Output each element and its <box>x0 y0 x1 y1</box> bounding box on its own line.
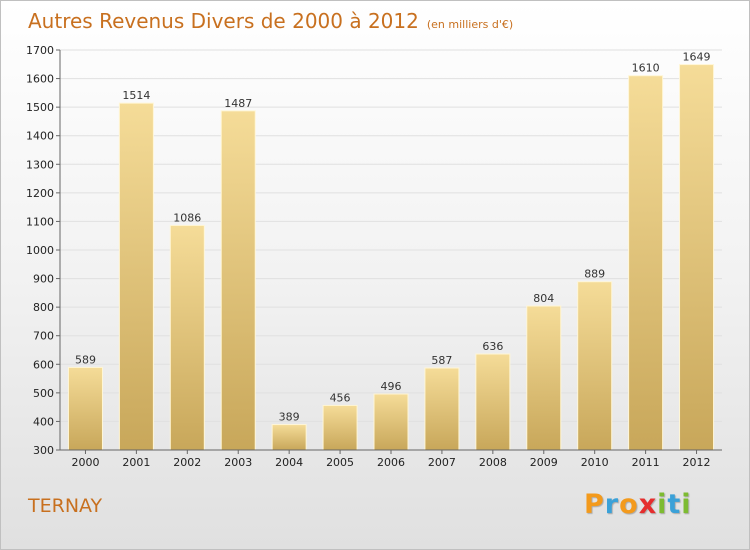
bar <box>67 366 103 451</box>
y-tick-label: 800 <box>33 301 54 314</box>
y-tick-label: 400 <box>33 415 54 428</box>
y-tick-label: 1500 <box>26 101 54 114</box>
logo-letter: o <box>619 489 639 520</box>
bar <box>322 404 358 451</box>
x-tick-label: 2006 <box>377 456 405 469</box>
x-tick-label: 2009 <box>530 456 558 469</box>
y-tick-label: 900 <box>33 273 54 286</box>
x-tick-label: 2007 <box>428 456 456 469</box>
x-tick-label: 2012 <box>683 456 711 469</box>
logo-letter: P <box>584 489 605 520</box>
y-tick-label: 1300 <box>26 158 54 171</box>
proxiti-logo: Proxiti <box>584 489 692 520</box>
bar <box>220 110 256 451</box>
data-label: 804 <box>533 292 554 305</box>
bar <box>526 305 562 451</box>
x-tick-label: 2002 <box>173 456 201 469</box>
chart-unit: (en milliers d'€) <box>426 18 514 31</box>
bar <box>118 102 154 451</box>
data-label: 1610 <box>632 62 660 75</box>
y-tick-label: 1100 <box>26 215 54 228</box>
logo-letter: i <box>681 489 692 520</box>
x-tick-label: 2010 <box>581 456 609 469</box>
data-label: 1487 <box>224 97 252 110</box>
data-label: 496 <box>381 380 402 393</box>
data-label: 1649 <box>683 51 711 64</box>
bars: 589 1514 1086 1487 389 456 496 587 636 804 889 1610… <box>67 51 715 451</box>
bar <box>475 353 511 451</box>
data-label: 456 <box>330 391 351 404</box>
bar <box>373 393 409 451</box>
y-tick-label: 1200 <box>26 187 54 200</box>
bar <box>679 64 715 451</box>
data-label: 587 <box>431 354 452 367</box>
x-tick-label: 2008 <box>479 456 507 469</box>
y-tick-label: 1000 <box>26 244 54 257</box>
data-label: 1514 <box>122 89 150 102</box>
data-label: 636 <box>482 340 503 353</box>
logo-letter: x <box>638 489 658 520</box>
data-label: 389 <box>279 411 300 424</box>
logo-letter: i <box>657 489 668 520</box>
bar <box>271 424 307 451</box>
x-tick-label: 2011 <box>632 456 660 469</box>
y-tick-label: 700 <box>33 330 54 343</box>
data-label: 589 <box>75 353 96 366</box>
x-tick-label: 2003 <box>224 456 252 469</box>
bar <box>577 281 613 451</box>
data-label: 889 <box>584 268 605 281</box>
y-tick-label: 500 <box>33 387 54 400</box>
y-tick-label: 1600 <box>26 73 54 86</box>
logo-letter: t <box>667 489 682 520</box>
x-tick-label: 2000 <box>71 456 99 469</box>
y-tick-label: 1700 <box>26 44 54 57</box>
bar <box>169 224 205 451</box>
data-label: 1086 <box>173 211 201 224</box>
axes: 300 400 500 600 700 800 900 1000 1100 1200 1300 140… <box>26 44 722 469</box>
y-tick-label: 1400 <box>26 130 54 143</box>
commune-name: TERNAY <box>28 495 103 517</box>
bar <box>628 75 664 451</box>
bar <box>424 367 460 451</box>
chart-title-text: Autres Revenus Divers de 2000 à 2012 <box>28 9 419 33</box>
x-tick-label: 2001 <box>122 456 150 469</box>
x-tick-label: 2004 <box>275 456 303 469</box>
y-tick-label: 300 <box>33 444 54 457</box>
y-tick-label: 600 <box>33 358 54 371</box>
x-tick-label: 2005 <box>326 456 354 469</box>
logo-letter: r <box>604 489 620 520</box>
chart-title: Autres Revenus Divers de 2000 à 2012 (en … <box>28 9 513 33</box>
